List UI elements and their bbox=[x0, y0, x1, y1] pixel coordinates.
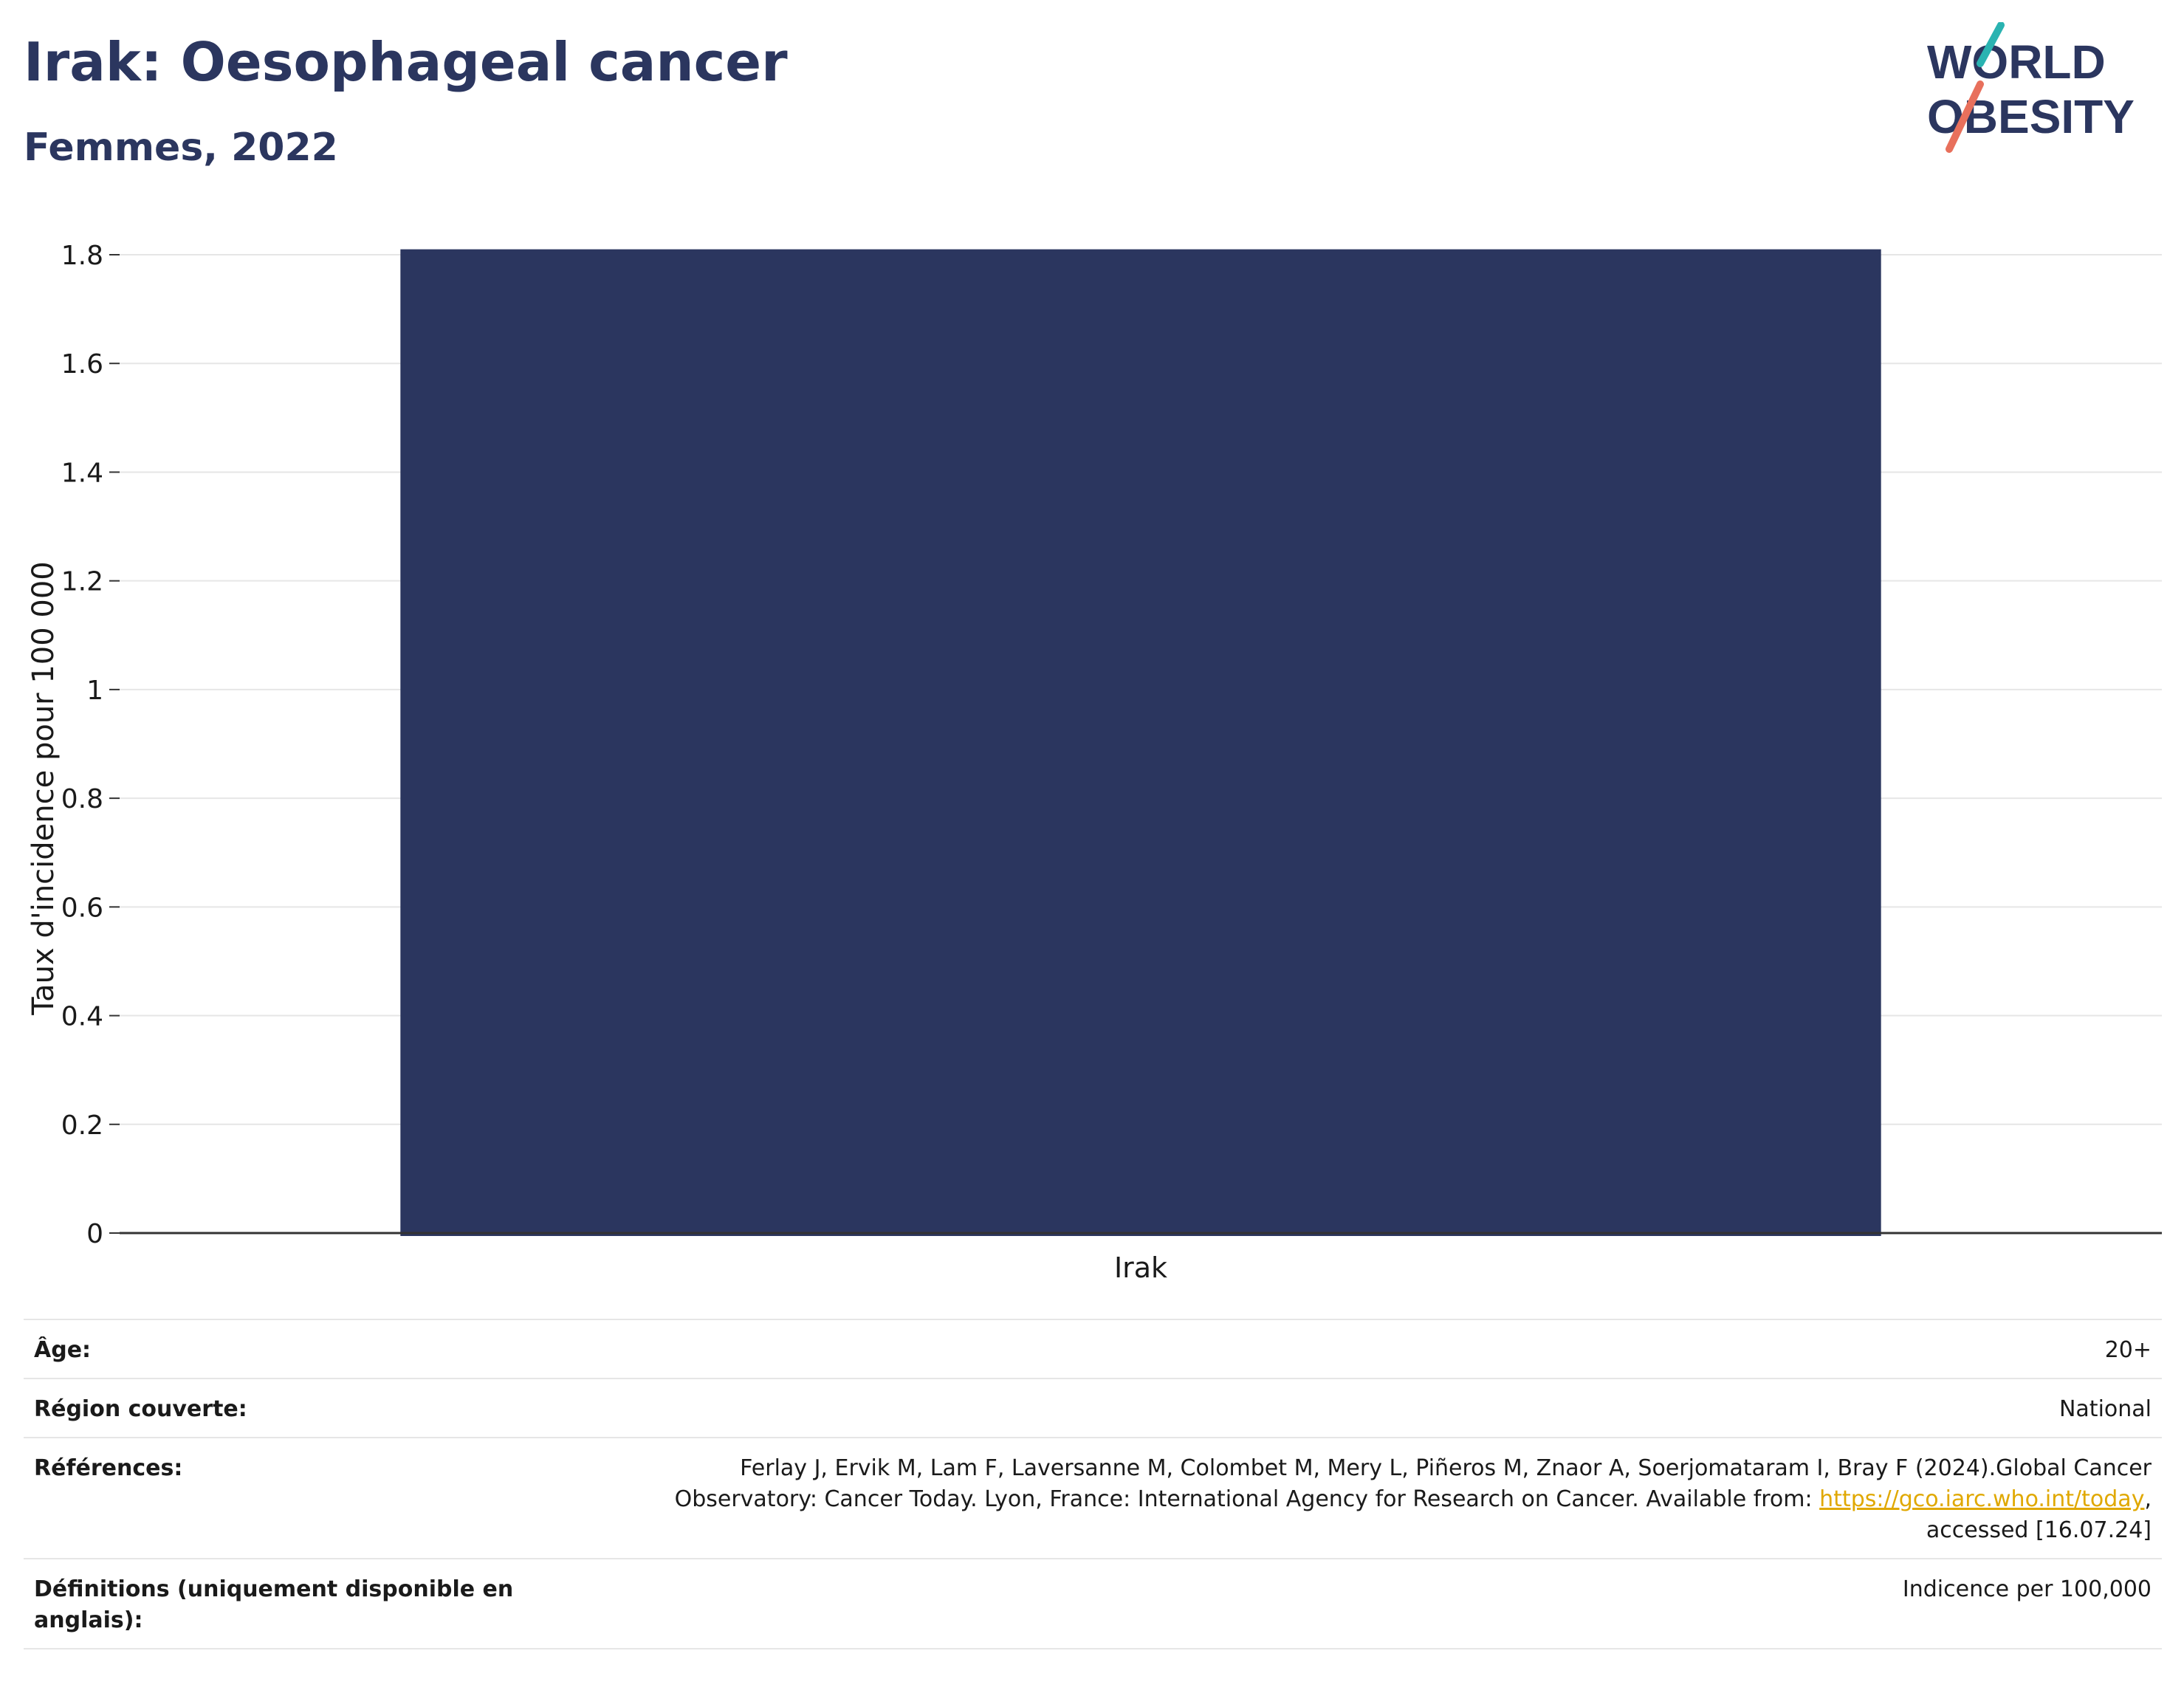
x-tick-label: Irak bbox=[1114, 1252, 1167, 1284]
logo-line1: WORLD bbox=[1927, 35, 2106, 89]
y-tick-label: 1.2 bbox=[61, 567, 103, 597]
region-value: National bbox=[2058, 1396, 2152, 1422]
references-value: Ferlay J, Ervik M, Lam F, Laversanne M, … bbox=[674, 1455, 2152, 1543]
logo-slash-coral bbox=[1946, 80, 1984, 153]
info-row-references: Références: Ferlay J, Ervik M, Lam F, La… bbox=[24, 1438, 2162, 1559]
y-tick-label: 0.2 bbox=[61, 1110, 103, 1141]
definitions-label: Définitions (uniquement disponible en an… bbox=[34, 1576, 514, 1633]
bar-chart: 0 0.2 0.4 0.6 0.8 1 1.2 1.4 1.6 1.8 Irak Taux d'in… bbox=[27, 241, 2162, 1284]
references-label: Références: bbox=[34, 1455, 183, 1481]
y-tick-label: 0.4 bbox=[61, 1002, 103, 1032]
y-tick-label: 1.4 bbox=[61, 458, 103, 488]
references-text-1: Ferlay J, Ervik M, Lam F, Laversanne M, … bbox=[740, 1455, 2152, 1481]
age-label: Âge: bbox=[34, 1337, 92, 1363]
bar bbox=[400, 249, 1881, 1236]
y-tick-label: 0.8 bbox=[61, 784, 103, 814]
references-text-3: accessed [16.07.24] bbox=[1926, 1517, 2152, 1543]
definitions-value: Indicence per 100,000 bbox=[1902, 1576, 2152, 1602]
y-tick-label: 1 bbox=[86, 676, 103, 706]
info-row-region: Région couverte: National bbox=[24, 1379, 2162, 1438]
page-subtitle: Femmes, 2022 bbox=[24, 126, 338, 170]
info-table: Âge: 20+ Région couverte: National Référ… bbox=[24, 1319, 2162, 1649]
y-tick-label: 1.6 bbox=[61, 349, 103, 380]
y-tick-label: 1.8 bbox=[61, 241, 103, 271]
page-title: Irak: Oesophageal cancer bbox=[24, 31, 788, 93]
references-text-2: Observatory: Cancer Today. Lyon, France:… bbox=[674, 1486, 1813, 1512]
y-axis-label: Taux d'incidence pour 100 000 bbox=[27, 561, 61, 1015]
logo-slash-teal bbox=[1977, 22, 2005, 67]
region-label: Région couverte: bbox=[34, 1396, 247, 1422]
references-link[interactable]: https://gco.iarc.who.int/today bbox=[1819, 1486, 2145, 1512]
info-row-age: Âge: 20+ bbox=[24, 1319, 2162, 1379]
y-tick-label: 0 bbox=[86, 1219, 103, 1249]
info-row-definitions: Définitions (uniquement disponible en an… bbox=[24, 1559, 2162, 1649]
world-obesity-logo: WORLD OBESITY bbox=[1927, 22, 2135, 153]
y-tick-label: 0.6 bbox=[61, 893, 103, 923]
age-value: 20+ bbox=[2104, 1337, 2152, 1363]
bars bbox=[400, 249, 1881, 1236]
axes: 0 0.2 0.4 0.6 0.8 1 1.2 1.4 1.6 1.8 Irak bbox=[61, 241, 2162, 1284]
